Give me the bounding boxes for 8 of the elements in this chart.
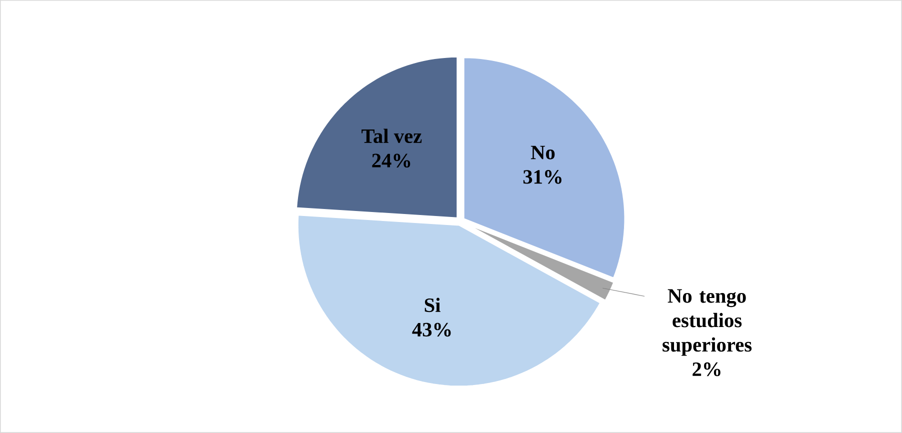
data-label: 43%: [412, 322, 451, 337]
slice-label: No: [530, 146, 555, 160]
data-label: 31%: [523, 170, 562, 184]
slice-label: No tengo estudios superiores: [662, 289, 752, 356]
data-label: 24%: [372, 154, 410, 168]
slice-label: Tal vez: [362, 128, 422, 144]
data-label: 2%: [692, 362, 720, 376]
slice-label: Si: [424, 298, 440, 312]
